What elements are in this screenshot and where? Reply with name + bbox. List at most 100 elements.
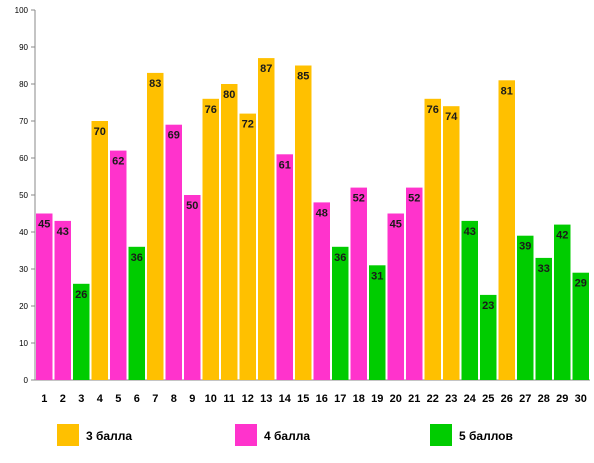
y-tick-label: 10 xyxy=(19,339,28,348)
x-tick-label-9: 9 xyxy=(189,393,195,405)
data-label-6: 36 xyxy=(131,252,143,264)
y-tick-label: 60 xyxy=(19,154,28,163)
y-tick-label: 80 xyxy=(19,80,28,89)
bar-29 xyxy=(554,224,571,380)
data-label-7: 83 xyxy=(149,78,161,90)
legend-swatch-5 xyxy=(430,424,452,446)
data-label-26: 81 xyxy=(501,85,513,97)
x-tick-label-16: 16 xyxy=(316,393,328,405)
x-tick-label-13: 13 xyxy=(260,393,272,405)
data-label-30: 29 xyxy=(575,278,587,290)
x-tick-label-12: 12 xyxy=(242,393,254,405)
bar-24 xyxy=(461,220,478,380)
legend-swatch-3 xyxy=(57,424,79,446)
bar-3 xyxy=(73,283,90,380)
y-tick-label: 0 xyxy=(24,376,29,385)
bar-6 xyxy=(128,246,145,380)
bar-5 xyxy=(110,150,127,380)
data-label-16: 48 xyxy=(316,207,328,219)
x-tick-label-7: 7 xyxy=(152,393,158,405)
bar-4 xyxy=(91,121,108,380)
legend-label-3: 3 балла xyxy=(86,429,132,443)
data-label-21: 52 xyxy=(408,193,420,205)
bar-10 xyxy=(202,98,219,381)
bar-22 xyxy=(424,98,441,381)
bar-13 xyxy=(258,58,275,380)
bar-30 xyxy=(572,272,589,380)
data-label-1: 45 xyxy=(38,219,50,231)
y-tick-label: 70 xyxy=(19,117,28,126)
x-tick-label-17: 17 xyxy=(334,393,346,405)
x-tick-label-10: 10 xyxy=(205,393,217,405)
x-tick-label-6: 6 xyxy=(134,393,140,405)
bar-19 xyxy=(369,265,386,380)
data-label-28: 33 xyxy=(538,263,550,275)
data-labels-group: 45 43 26 70 62 36 83 69 50 76 80 72 87 61 85 48 36 52 31 45… xyxy=(38,63,587,312)
data-label-14: 61 xyxy=(279,159,291,171)
x-axis-ticks: 1 2 3 4 5 6 7 8 9 10 11 12 13 14 15 16 17 18 19 20 21 22 23 24 2… xyxy=(41,393,587,405)
data-label-4: 70 xyxy=(94,126,106,138)
data-label-25: 23 xyxy=(482,300,494,312)
y-tick-label: 50 xyxy=(19,191,28,200)
data-label-13: 87 xyxy=(260,63,272,75)
bar-11 xyxy=(221,84,238,380)
data-label-20: 45 xyxy=(390,219,402,231)
data-label-18: 52 xyxy=(353,193,365,205)
bar-20 xyxy=(387,213,404,380)
x-tick-label-22: 22 xyxy=(427,393,439,405)
bar-12 xyxy=(239,113,256,380)
bar-8 xyxy=(165,124,182,380)
bar-17 xyxy=(332,246,349,380)
y-tick-label: 30 xyxy=(19,265,28,274)
x-tick-label-14: 14 xyxy=(279,393,292,405)
data-label-23: 74 xyxy=(445,111,458,123)
x-tick-label-23: 23 xyxy=(445,393,457,405)
bar-2 xyxy=(54,220,71,380)
x-tick-label-19: 19 xyxy=(371,393,383,405)
bar-9 xyxy=(184,195,201,380)
data-label-19: 31 xyxy=(371,270,383,282)
x-tick-label-26: 26 xyxy=(501,393,513,405)
y-tick-label: 40 xyxy=(19,228,28,237)
legend: 3 балла 4 балла 5 баллов xyxy=(57,424,513,446)
x-tick-label-5: 5 xyxy=(115,393,121,405)
data-label-15: 85 xyxy=(297,71,309,83)
x-tick-label-28: 28 xyxy=(538,393,550,405)
data-label-27: 39 xyxy=(519,241,531,253)
data-label-9: 50 xyxy=(186,200,198,212)
bars-group xyxy=(36,58,589,381)
y-tick-label: 100 xyxy=(15,6,29,15)
x-tick-label-15: 15 xyxy=(297,393,309,405)
x-tick-label-27: 27 xyxy=(519,393,531,405)
legend-swatch-4 xyxy=(235,424,257,446)
x-tick-label-3: 3 xyxy=(78,393,84,405)
bar-14 xyxy=(276,154,293,380)
x-tick-label-20: 20 xyxy=(390,393,402,405)
data-label-22: 76 xyxy=(427,104,439,116)
x-tick-label-21: 21 xyxy=(408,393,420,405)
data-label-3: 26 xyxy=(75,289,87,301)
bar-16 xyxy=(313,202,330,380)
y-tick-label: 20 xyxy=(19,302,28,311)
bar-25 xyxy=(480,294,497,380)
data-label-8: 69 xyxy=(168,130,180,142)
bar-1 xyxy=(36,213,53,380)
data-label-2: 43 xyxy=(57,226,69,238)
bar-15 xyxy=(295,65,312,380)
data-label-11: 80 xyxy=(223,89,235,101)
x-tick-label-1: 1 xyxy=(41,393,47,405)
x-tick-label-4: 4 xyxy=(97,393,104,405)
x-tick-label-18: 18 xyxy=(353,393,365,405)
x-tick-label-25: 25 xyxy=(482,393,494,405)
bar-7 xyxy=(147,72,164,381)
data-label-29: 42 xyxy=(556,230,568,242)
bar-28 xyxy=(535,257,552,380)
x-tick-label-29: 29 xyxy=(556,393,568,405)
legend-label-4: 4 балла xyxy=(264,429,310,443)
data-label-10: 76 xyxy=(205,104,217,116)
data-label-17: 36 xyxy=(334,252,346,264)
bar-27 xyxy=(517,235,534,380)
data-label-12: 72 xyxy=(242,119,254,131)
x-tick-label-11: 11 xyxy=(223,393,235,405)
